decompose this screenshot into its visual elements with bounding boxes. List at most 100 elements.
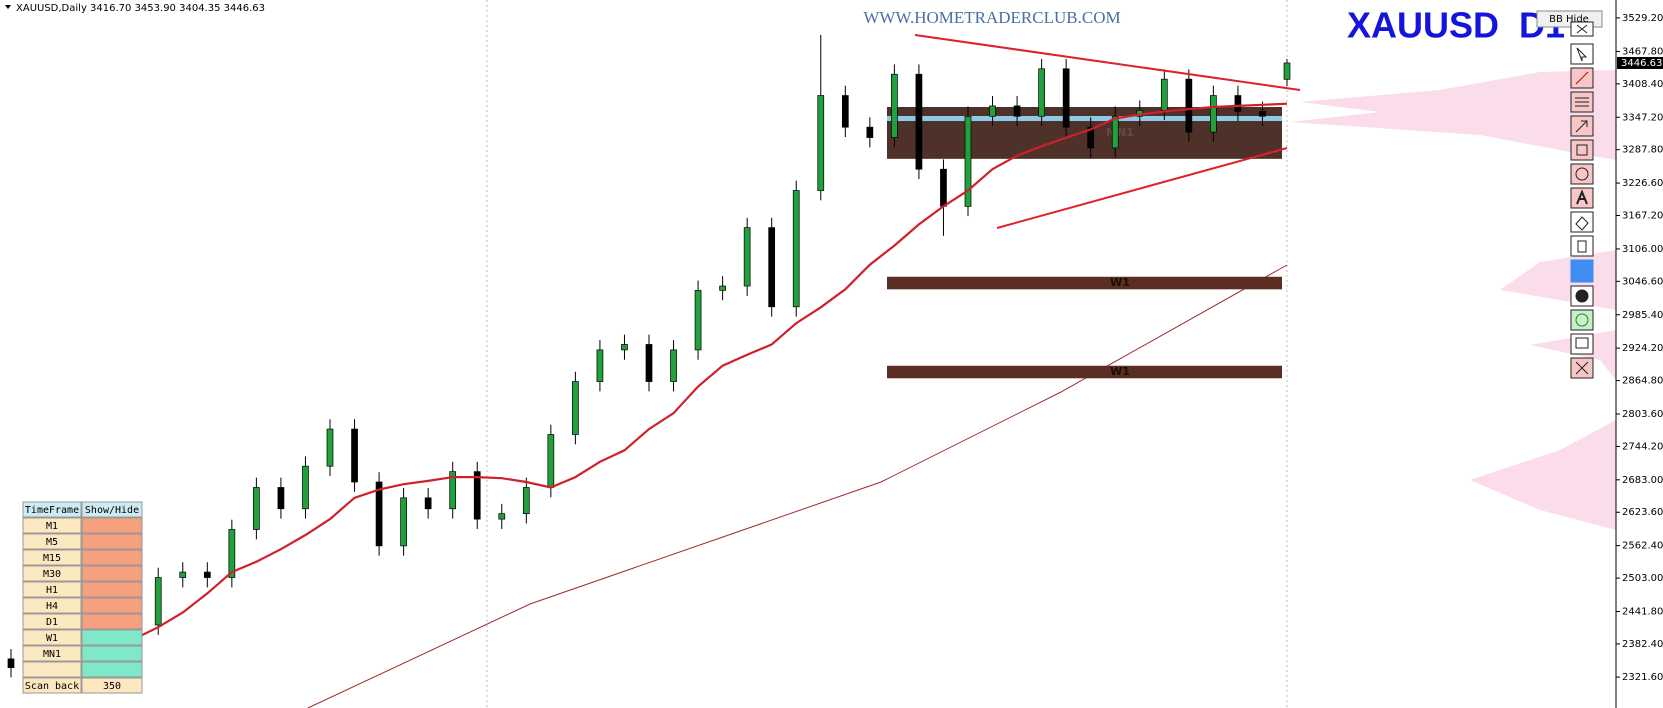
tool-delete[interactable]	[1570, 235, 1594, 257]
y-tick-label: 2623.60	[1622, 507, 1663, 518]
scan-back-label: Scan back	[25, 681, 79, 692]
chart-title: XAUUSD D1	[1347, 5, 1565, 46]
timeframe-toggle[interactable]	[81, 629, 143, 646]
candle-body	[7, 658, 15, 668]
tool-screenshot[interactable]	[1570, 333, 1594, 355]
candle-body	[375, 481, 383, 547]
candle-body	[768, 227, 776, 308]
trendline	[996, 147, 1288, 229]
scan-back-toggle[interactable]	[81, 677, 143, 694]
table-header-bg	[22, 501, 82, 518]
header-arrow	[5, 5, 11, 9]
y-tick-label: 2382.40	[1622, 639, 1663, 650]
tool-icon	[1575, 216, 1589, 231]
candle-body	[743, 227, 751, 287]
zone	[887, 106, 1282, 159]
timeframe-label: M5	[46, 537, 58, 548]
candle-body	[915, 73, 923, 170]
timeframe-toggle[interactable]	[81, 533, 143, 550]
timeframe-cell	[22, 645, 82, 662]
candle-body	[596, 349, 604, 382]
tool-timer[interactable]	[1570, 309, 1594, 331]
tool-cursor[interactable]	[1570, 43, 1594, 65]
candle-body	[645, 344, 653, 382]
candle-body	[1283, 62, 1291, 80]
tool-icon	[1575, 97, 1589, 107]
y-tick-label: 2321.60	[1622, 672, 1663, 683]
candle-body	[326, 428, 334, 467]
candle-body	[1111, 115, 1119, 149]
y-tick-label: 3467.80	[1622, 46, 1663, 57]
tool-eraser[interactable]	[1570, 211, 1594, 233]
timeframe-cell	[22, 549, 82, 566]
candle-body	[228, 529, 236, 578]
y-tick-label: 2744.20	[1622, 441, 1663, 452]
candle-body	[1013, 105, 1021, 117]
candle-body	[792, 190, 800, 308]
table-header: Show/Hide	[85, 505, 139, 516]
y-tick-label: 3106.00	[1622, 244, 1663, 255]
tool-icon	[1575, 71, 1589, 85]
candle-body	[964, 115, 972, 207]
timeframe-label: H1	[46, 585, 58, 596]
candle-body	[1038, 68, 1045, 117]
timeframe-toggle[interactable]	[81, 645, 143, 662]
timeframe-label: H4	[46, 601, 58, 612]
candle-body	[449, 471, 457, 510]
timeframe-label: MN1	[43, 649, 61, 660]
tool-icon	[1576, 189, 1588, 205]
candle-body	[1160, 78, 1168, 111]
timeframe-table: TimeFrame Show/Hide M1 M5 M15 M30 H1 H4 D1 W1 MN1 S…	[22, 501, 143, 694]
candle-body	[1210, 95, 1217, 133]
watermark: WWW.HOMETRADERCLUB.COM	[863, 8, 1120, 27]
candle-body	[1259, 111, 1266, 117]
tool-icon	[1575, 361, 1589, 375]
symbol-header: XAUUSD,Daily 3416.70 3453.90 3404.35 344…	[16, 3, 265, 14]
tool-rectangle[interactable]	[1570, 139, 1594, 161]
candle-body	[1185, 78, 1193, 133]
timeframe-label: D1	[46, 617, 58, 628]
candle-body	[179, 571, 187, 578]
tool-ellipse[interactable]	[1570, 163, 1594, 185]
candle-body	[277, 487, 285, 510]
tool-color[interactable]	[1570, 259, 1594, 283]
candle-body	[253, 487, 260, 530]
y-tick-label: 3046.60	[1622, 276, 1663, 287]
y-tick-label: 3167.20	[1622, 211, 1663, 222]
timeframe-toggle[interactable]	[81, 517, 143, 534]
timeframe-toggle[interactable]	[81, 565, 143, 582]
y-tick-label: 2441.80	[1622, 606, 1663, 617]
timeframe-cell	[22, 613, 82, 630]
y-tick-label: 2803.60	[1622, 409, 1663, 420]
timeframe-toggle[interactable]	[81, 597, 143, 614]
timeframe-toggle[interactable]	[81, 549, 143, 566]
candle-body	[302, 465, 309, 510]
bb-hide-label[interactable]: BB Hide	[1549, 14, 1589, 25]
candle-body	[989, 105, 996, 117]
candle-body	[841, 95, 849, 128]
y-tick-label: 2924.20	[1622, 343, 1663, 354]
tool-icon	[1575, 337, 1589, 349]
timeframe-toggle[interactable]	[81, 581, 143, 598]
tool-icon	[1576, 47, 1588, 62]
candle-body	[473, 471, 481, 520]
candle-body	[940, 168, 947, 207]
tool-icon	[1576, 144, 1588, 156]
candle-body	[522, 487, 530, 515]
y-tick-label: 3408.40	[1622, 79, 1663, 90]
zone	[887, 365, 1282, 379]
timeframe-label: M1	[46, 521, 58, 532]
timeframe-toggle[interactable]	[81, 613, 143, 630]
y-tick-label: 3529.20	[1622, 13, 1663, 24]
moving-average	[108, 102, 1288, 648]
y-tick-label: 2683.00	[1622, 475, 1663, 486]
timeframe-cell	[22, 597, 82, 614]
candle-body	[351, 428, 358, 483]
table-header: TimeFrame	[25, 505, 79, 516]
tool-icon	[1577, 240, 1587, 253]
timeframe-label: M30	[43, 569, 61, 580]
tool-icon	[1575, 313, 1589, 327]
extra-toggle[interactable]	[81, 661, 143, 678]
timeframe-cell	[22, 629, 82, 646]
